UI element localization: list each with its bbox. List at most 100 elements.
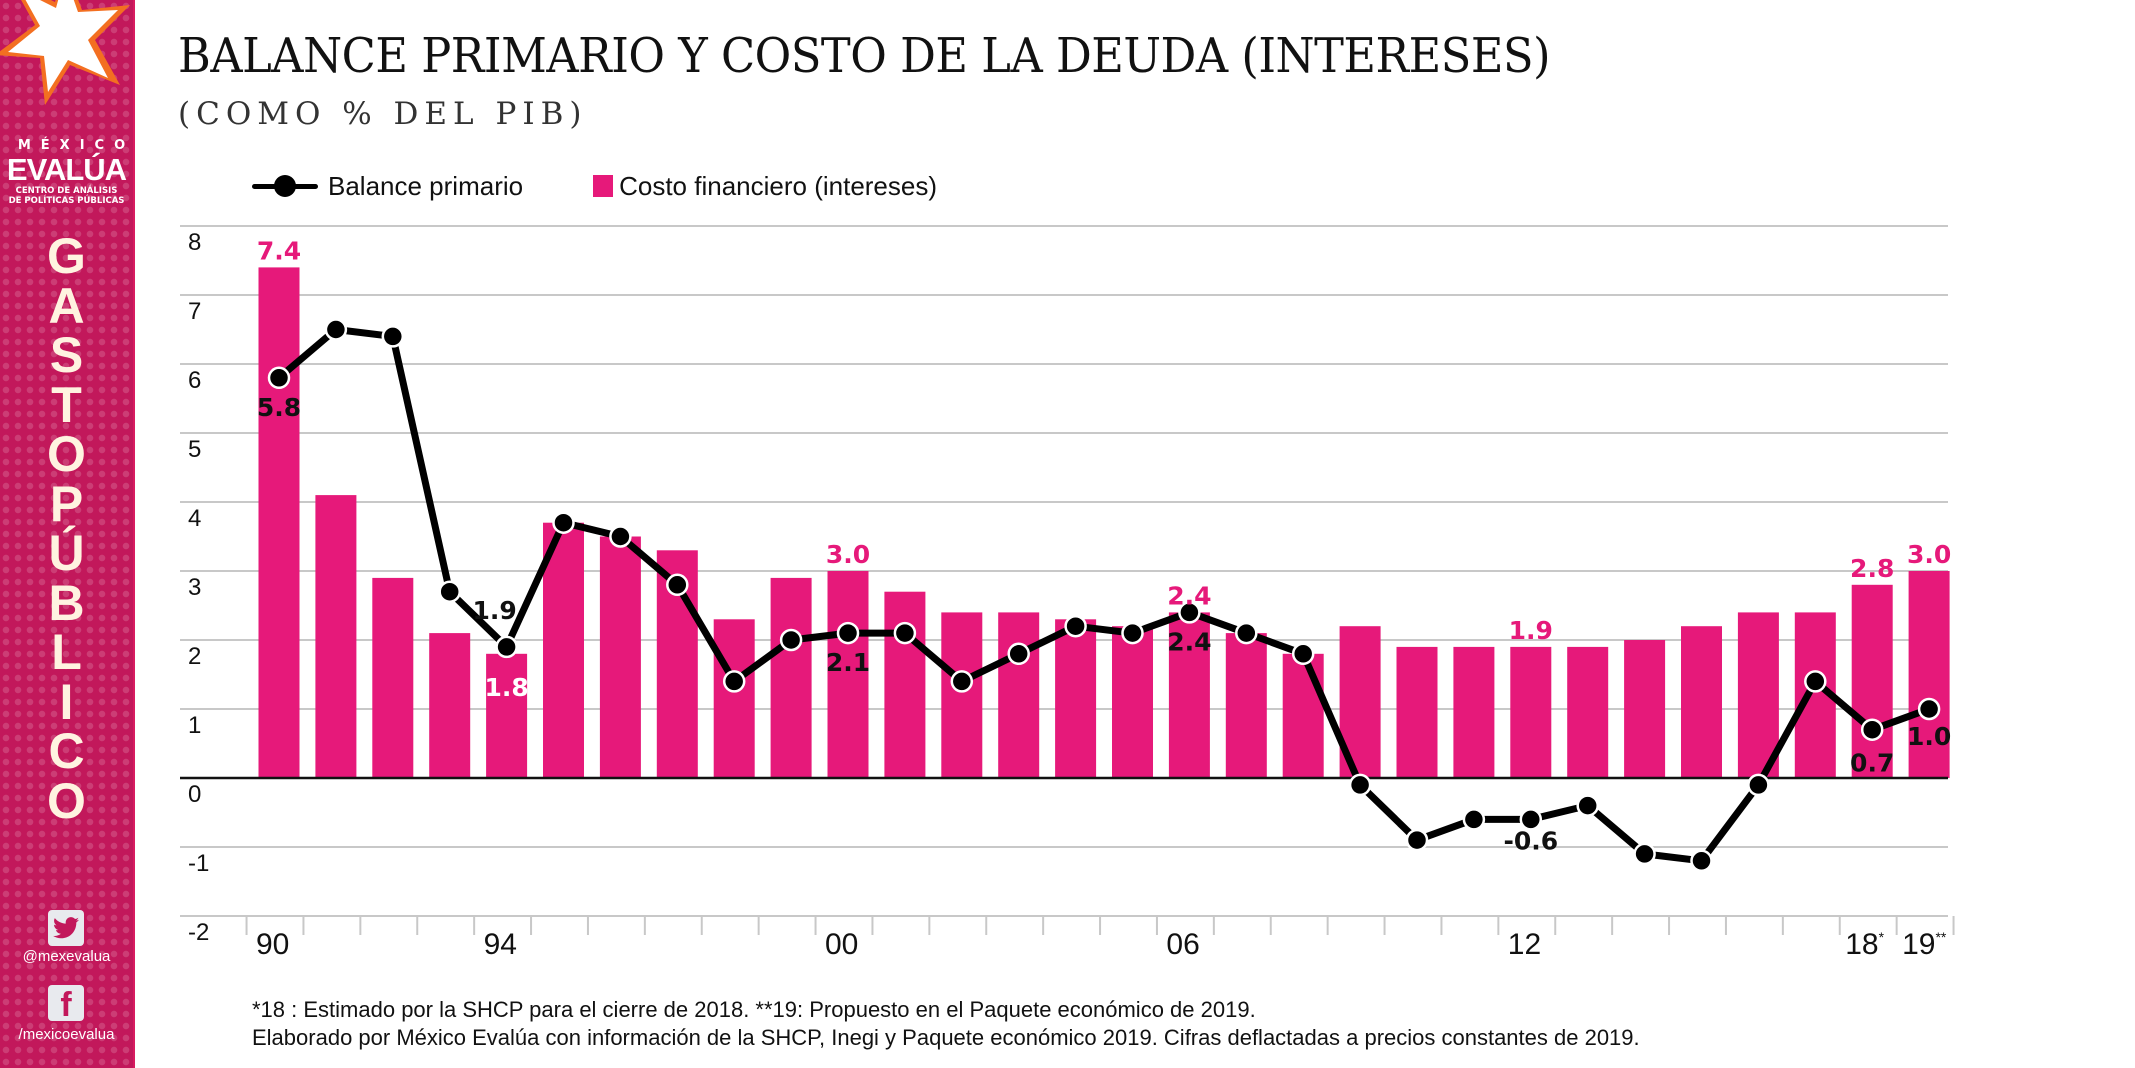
bar (1681, 626, 1722, 778)
line-point (1917, 697, 1941, 721)
logo-star-icon (0, 0, 130, 105)
x-tick-label: 00 (825, 928, 858, 961)
bar (1055, 619, 1097, 778)
line-point (1007, 642, 1030, 666)
line-point (1519, 808, 1543, 831)
bar (884, 591, 926, 778)
vertical-title-letter: Ú (48, 525, 85, 581)
x-tick-label: 12 (1508, 928, 1541, 961)
y-tick-label: 7 (188, 298, 201, 325)
bar (1737, 612, 1779, 778)
line-point (552, 511, 575, 534)
y-tick-label: -1 (188, 850, 209, 877)
vertical-title-letter: S (49, 327, 84, 383)
data-labels: 7.4 1.8 3.0 2.4 1.9 2.8 3.0 5.8 1.9 2.1 2.4 -0.6 0.7… (257, 236, 1951, 855)
legend-label-costo: Costo financiero (intereses) (619, 170, 938, 201)
bar-value-label: 1.8 (484, 673, 528, 702)
bar (998, 612, 1040, 778)
facebook-icon[interactable]: f (48, 985, 84, 1024)
x-tick-label: 94 (484, 928, 517, 961)
vertical-title-letter: G (47, 228, 86, 284)
bar-value-label: 2.8 (1850, 554, 1894, 583)
chart-title: BALANCE PRIMARIO Y COSTO DE LA DEUDA (IN… (178, 28, 1551, 84)
brand-subtitle-line-1: CENTRO DE ANÁLISIS (15, 186, 118, 196)
brand-name: EVALÚA (6, 152, 127, 187)
y-tick-label: 0 (188, 781, 201, 808)
bar-value-label: 3.0 (1907, 540, 1951, 569)
y-tick-label: 2 (188, 643, 201, 670)
brand-subtitle-line-2: DE POLÍTICAS PÚBLICAS (8, 196, 125, 206)
line-point (609, 525, 632, 548)
bar-value-label: 7.4 (257, 236, 301, 265)
line-point (1747, 773, 1770, 797)
bar (599, 536, 641, 778)
line-point (438, 580, 461, 603)
y-tick-label: -2 (188, 919, 209, 946)
line-point (1462, 808, 1486, 831)
line-point (1804, 670, 1827, 693)
bar (1453, 646, 1495, 778)
bar (1112, 626, 1153, 778)
bar (1851, 584, 1893, 778)
bar (770, 577, 812, 778)
line-point (495, 635, 518, 659)
line-value-label: 2.1 (826, 648, 870, 677)
x-tick-label: 18* (1845, 928, 1884, 961)
y-tick-label: 3 (188, 574, 201, 601)
line-value-label: -0.6 (1503, 826, 1558, 855)
line-point (1348, 773, 1372, 797)
bar (1567, 646, 1609, 778)
line-value-label: 1.0 (1907, 722, 1951, 751)
bar (1510, 646, 1552, 778)
vertical-title-letter: O (47, 772, 86, 829)
balance-line (276, 326, 1931, 865)
line-point (893, 621, 917, 645)
line-point (1291, 642, 1315, 666)
twitter-icon[interactable] (48, 910, 84, 946)
line-point (779, 628, 803, 652)
footnote-estimates: *18 : Estimado por la SHCP para el cierr… (252, 997, 1256, 1022)
bar (1282, 653, 1324, 778)
line-point (1235, 621, 1258, 645)
bar (941, 612, 983, 778)
bar (713, 619, 755, 778)
bar (1908, 571, 1950, 778)
line-point (1405, 828, 1429, 852)
line-point (267, 366, 291, 390)
line-value-label: 2.4 (1167, 627, 1211, 656)
bar (1624, 640, 1666, 778)
y-tick-label: 8 (188, 229, 201, 256)
chart-subtitle: (COMO % DEL PIB) (178, 96, 588, 132)
vertical-title-letter: B (48, 574, 85, 631)
footnote-source: Elaborado por México Evalúa con informac… (252, 1025, 1640, 1050)
vertical-title-letter: T (51, 376, 82, 433)
vertical-title-letter: O (47, 426, 86, 482)
bar (543, 522, 584, 778)
x-tick-label: 06 (1166, 928, 1199, 961)
brand-top-text: MÉXICO (17, 138, 136, 153)
bar (1396, 646, 1438, 778)
bar (429, 633, 471, 778)
legend-line-marker-icon (250, 171, 320, 201)
bar (1225, 633, 1267, 778)
line-point (1860, 718, 1884, 741)
chart-legend: Balance primario Costo financiero (inter… (250, 168, 937, 204)
bar (315, 495, 357, 778)
line-point (666, 573, 689, 597)
line-point (1121, 621, 1144, 645)
line-value-label: 0.7 (1850, 749, 1894, 778)
bar-value-label: 1.9 (1509, 616, 1553, 645)
vertical-title-letter: A (48, 277, 85, 334)
x-axis: 90 94 00 06 12 18* 19** (245, 916, 1955, 961)
vertical-title-letter: L (51, 624, 82, 680)
bar-value-label: 3.0 (826, 540, 870, 569)
line-point (1178, 601, 1201, 624)
y-tick-label: 1 (188, 712, 201, 739)
legend-bar-swatch-icon (593, 175, 614, 197)
twitter-handle[interactable]: @mexevalua (22, 948, 111, 965)
facebook-handle[interactable]: /mexicoevalua (18, 1026, 115, 1043)
y-tick-label: 4 (188, 505, 201, 532)
line-point (381, 325, 405, 348)
line-value-label: 1.9 (472, 596, 516, 625)
